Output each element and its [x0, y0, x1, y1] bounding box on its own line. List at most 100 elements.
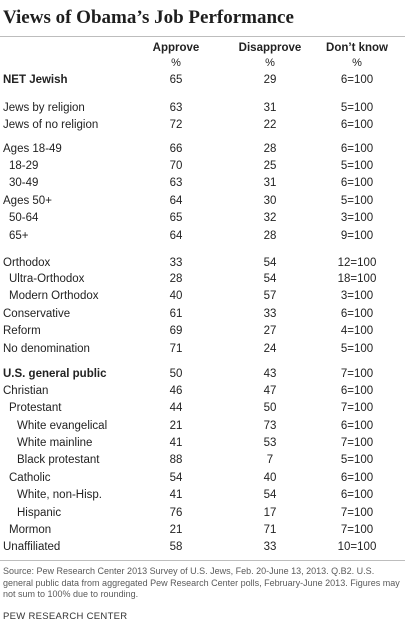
row-label: NET Jewish — [3, 74, 68, 86]
cell-dont-know: 7=100 — [340, 507, 374, 519]
table-row: Ages 50+ 64 30 5=100 — [0, 193, 405, 210]
cell-dont-know: 6=100 — [340, 177, 374, 189]
cell-disapprove: 28 — [263, 143, 277, 155]
table-row: White mainline 41 53 7=100 — [0, 435, 405, 452]
row-label: Catholic — [9, 472, 51, 484]
table-row: White, non-Hisp. 41 54 6=100 — [0, 487, 405, 504]
cell-disapprove: 54 — [263, 489, 277, 501]
table-row: Hispanic 76 17 7=100 — [0, 505, 405, 522]
row-label: Black protestant — [17, 454, 100, 466]
row-label: No denomination — [3, 343, 90, 355]
cell-dont-know: 5=100 — [340, 454, 374, 466]
cell-approve: 50 — [169, 368, 183, 380]
cell-dont-know: 6=100 — [340, 74, 374, 86]
cell-approve: 76 — [169, 507, 183, 519]
source-note: Source: Pew Research Center 2013 Survey … — [3, 566, 400, 599]
cell-approve: 61 — [169, 308, 183, 320]
cell-approve: 63 — [169, 177, 183, 189]
cell-disapprove: 31 — [263, 102, 277, 114]
cell-disapprove: 32 — [263, 212, 277, 224]
cell-dont-know: 6=100 — [340, 119, 374, 131]
cell-dont-know: 5=100 — [340, 195, 374, 207]
row-label: Jews by religion — [3, 102, 85, 114]
cell-dont-know: 5=100 — [340, 160, 374, 172]
cell-dont-know: 5=100 — [340, 343, 374, 355]
row-label: White mainline — [17, 437, 93, 449]
cell-disapprove: 7 — [266, 454, 274, 466]
row-label: Modern Orthodox — [9, 290, 99, 302]
cell-approve: 40 — [169, 290, 183, 302]
row-label: 65+ — [9, 230, 29, 242]
cell-disapprove: 25 — [263, 160, 277, 172]
row-label: Hispanic — [17, 507, 62, 519]
cell-disapprove: 40 — [263, 472, 277, 484]
row-label: Mormon — [9, 524, 52, 536]
row-label: 18-29 — [9, 160, 39, 172]
cell-disapprove: 54 — [263, 257, 277, 269]
cell-approve: 69 — [169, 325, 183, 337]
table-row: Reform 69 27 4=100 — [0, 323, 405, 340]
cell-approve: 54 — [169, 472, 183, 484]
title-bar: Views of Obama’s Job Performance — [0, 0, 405, 37]
row-label: Protestant — [9, 402, 62, 414]
column-unit: % — [265, 57, 275, 69]
table-row: Orthodox 33 54 12=100 — [0, 255, 405, 272]
cell-dont-know: 9=100 — [340, 230, 374, 242]
cell-dont-know: 4=100 — [340, 325, 374, 337]
table-row: 65+ 64 28 9=100 — [0, 228, 405, 245]
cell-disapprove: 43 — [263, 368, 277, 380]
table-row: Ultra-Orthodox 28 54 18=100 — [0, 271, 405, 288]
cell-disapprove: 22 — [263, 119, 277, 131]
row-label: Jews of no religion — [3, 119, 99, 131]
row-label: Ages 18-49 — [3, 143, 62, 155]
cell-approve: 21 — [169, 524, 183, 536]
column-header-approve: Approve % — [131, 42, 221, 69]
cell-dont-know: 6=100 — [340, 143, 374, 155]
cell-disapprove: 57 — [263, 290, 277, 302]
cell-disapprove: 71 — [263, 524, 277, 536]
cell-approve: 88 — [169, 454, 183, 466]
cell-dont-know: 18=100 — [337, 273, 377, 285]
column-header-dont-know-label: Don’t know — [326, 42, 388, 54]
cell-approve: 66 — [169, 143, 183, 155]
cell-dont-know: 6=100 — [340, 308, 374, 320]
cell-approve: 71 — [169, 343, 183, 355]
row-label: White, non-Hisp. — [17, 489, 103, 501]
cell-dont-know: 6=100 — [340, 472, 374, 484]
cell-disapprove: 29 — [263, 74, 277, 86]
cell-dont-know: 6=100 — [340, 420, 374, 432]
column-unit: % — [352, 57, 362, 69]
cell-approve: 65 — [169, 74, 183, 86]
cell-dont-know: 5=100 — [340, 102, 374, 114]
cell-approve: 70 — [169, 160, 183, 172]
row-label: Christian — [3, 385, 49, 397]
table-row: No denomination 71 24 5=100 — [0, 341, 405, 358]
table-row: 18-29 70 25 5=100 — [0, 158, 405, 175]
column-header-dont-know: Don’t know % — [312, 42, 402, 69]
cell-disapprove: 73 — [263, 420, 277, 432]
column-header-disapprove: Disapprove % — [225, 42, 315, 69]
cell-dont-know: 6=100 — [340, 385, 374, 397]
row-label: Ages 50+ — [3, 195, 52, 207]
cell-disapprove: 53 — [263, 437, 277, 449]
table-row: Conservative 61 33 6=100 — [0, 306, 405, 323]
cell-dont-know: 7=100 — [340, 524, 374, 536]
cell-approve: 44 — [169, 402, 183, 414]
row-label: Reform — [3, 325, 41, 337]
table-row: Protestant 44 50 7=100 — [0, 400, 405, 417]
cell-approve: 64 — [169, 230, 183, 242]
row-label: 50-64 — [9, 212, 39, 224]
cell-dont-know: 6=100 — [340, 489, 374, 501]
table-row: Christian 46 47 6=100 — [0, 383, 405, 400]
cell-disapprove: 24 — [263, 343, 277, 355]
row-label: 30-49 — [9, 177, 39, 189]
table-row: Jews by religion 63 31 5=100 — [0, 100, 405, 117]
cell-approve: 72 — [169, 119, 183, 131]
cell-dont-know: 3=100 — [340, 290, 374, 302]
row-label: Ultra-Orthodox — [9, 273, 85, 285]
cell-approve: 46 — [169, 385, 183, 397]
cell-disapprove: 54 — [263, 273, 277, 285]
row-label: Unaffiliated — [3, 541, 61, 553]
cell-disapprove: 33 — [263, 541, 277, 553]
column-header-disapprove-label: Disapprove — [238, 42, 302, 54]
